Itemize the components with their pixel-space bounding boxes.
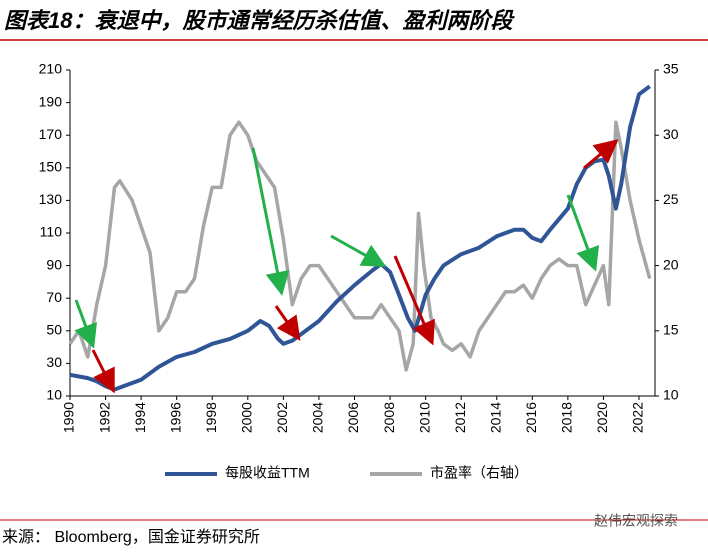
y2-tick-label: 35 (663, 61, 679, 77)
arrow (74, 299, 97, 349)
x-tick-label: 2006 (345, 402, 361, 433)
x-tick-label: 1996 (167, 402, 183, 433)
y2-tick-label: 25 (663, 191, 679, 207)
y-tick-label: 170 (39, 126, 63, 142)
watermark: 赵伟宏观探索 (594, 513, 678, 529)
y2-tick-label: 30 (663, 126, 679, 142)
y-tick-label: 110 (40, 224, 63, 240)
x-tick-label: 1990 (61, 402, 77, 433)
x-tick-label: 2014 (487, 402, 503, 433)
x-tick-label: 1998 (203, 402, 219, 433)
line-series (69, 84, 651, 392)
plot: 10 30 50 70 90 110 130 150 170 190 210 10 15 20 25 30 35… (39, 61, 679, 481)
y-tick-label: 90 (46, 256, 62, 272)
x-tick-label: 2022 (630, 402, 646, 433)
legend-label: 市盈率（右轴） (430, 465, 528, 481)
y-tick-label: 210 (39, 61, 63, 77)
y2-tick-label: 10 (663, 387, 679, 403)
y-tick-label: 10 (46, 387, 62, 403)
x-tick-label: 2016 (523, 402, 539, 433)
arrow (274, 305, 301, 341)
arrow (330, 234, 387, 267)
y-tick-label: 130 (39, 191, 63, 207)
arrow (91, 349, 115, 394)
y-tick-label: 70 (46, 289, 62, 305)
x-tick-label: 2020 (594, 402, 610, 433)
chart-title: 图表18：衰退中，股市通常经历杀估值、盈利两阶段 (4, 8, 515, 33)
line-series (68, 120, 652, 372)
x-tick-label: 2008 (381, 402, 397, 433)
y2-tick-label: 20 (663, 256, 679, 272)
x-tick-label: 2012 (452, 402, 468, 433)
x-tick-label: 1992 (96, 402, 112, 433)
arrow (393, 255, 435, 346)
y2-tick-label: 15 (663, 322, 679, 338)
annotation-arrows (74, 139, 619, 394)
x-tick-label: 2002 (274, 402, 290, 433)
arrow (583, 139, 619, 170)
arrow (251, 147, 290, 296)
y-tick-label: 150 (39, 159, 63, 175)
source: 来源： Bloomberg，国金证券研究所 (2, 528, 260, 546)
legend-label: 每股收益TTM (225, 465, 310, 481)
y-tick-label: 50 (46, 322, 62, 338)
x-tick-label: 1994 (132, 402, 148, 433)
x-tick-label: 2004 (310, 402, 326, 433)
arrow (566, 194, 600, 272)
x-tick-label: 2000 (239, 402, 255, 433)
x-tick-label: 2010 (416, 402, 432, 433)
y-tick-label: 30 (46, 354, 62, 370)
y-tick-label: 190 (39, 93, 63, 109)
x-tick-label: 2018 (559, 402, 575, 433)
